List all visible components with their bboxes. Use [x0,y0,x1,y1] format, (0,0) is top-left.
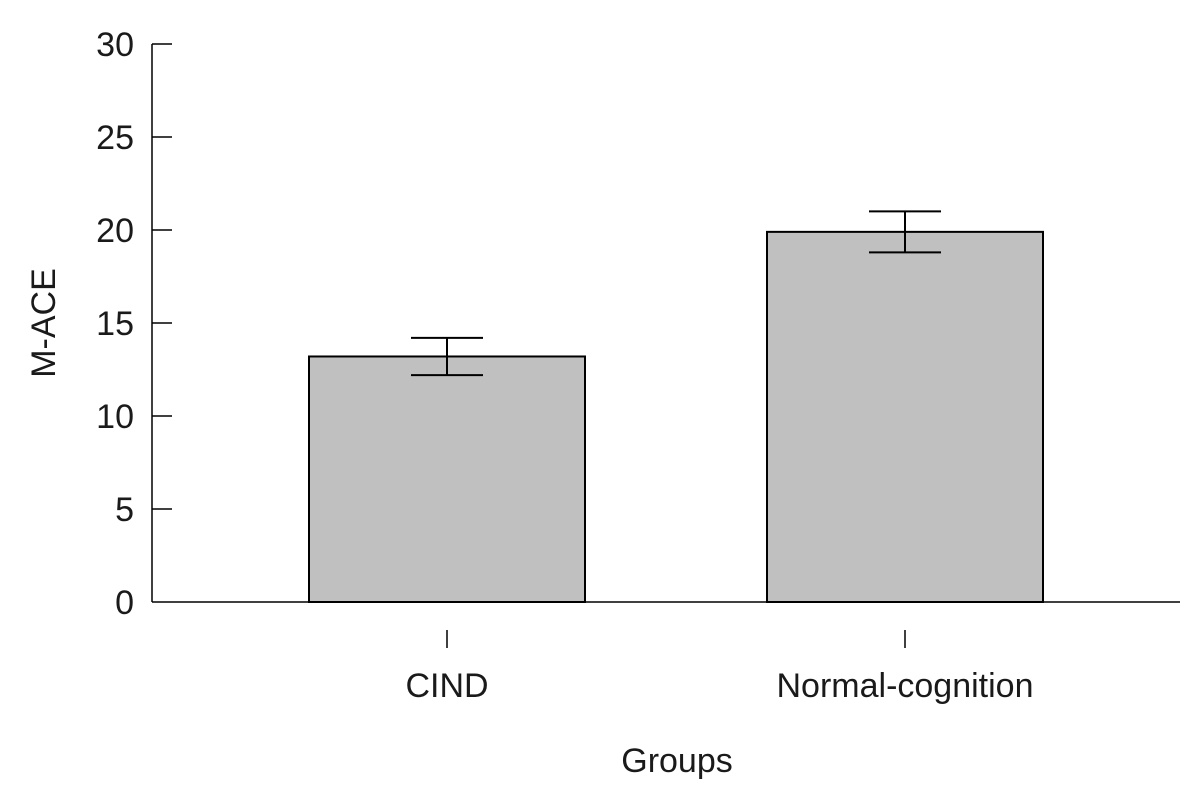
x-axis: CIND Normal-cognition [172,601,1180,705]
bar-normal-cognition [766,230,1044,604]
y-tick-label: 10 [96,398,134,436]
y-axis-title: M-ACE [25,268,63,378]
x-axis-title: Groups [621,742,733,780]
y-tick-label: 25 [96,119,134,157]
bars [308,230,1044,604]
bar-cind [308,355,586,604]
error-bars [411,210,941,377]
y-tick-label: 5 [115,491,134,529]
y-tick-label: 15 [96,305,134,343]
y-tick-label: 0 [115,584,134,622]
y-axis: 0 5 10 15 20 25 30 [96,26,172,622]
x-tick-label: Normal-cognition [777,667,1034,705]
y-tick-label: 30 [96,26,134,64]
x-tick-label: CIND [405,667,488,705]
y-tick-label: 20 [96,212,134,250]
